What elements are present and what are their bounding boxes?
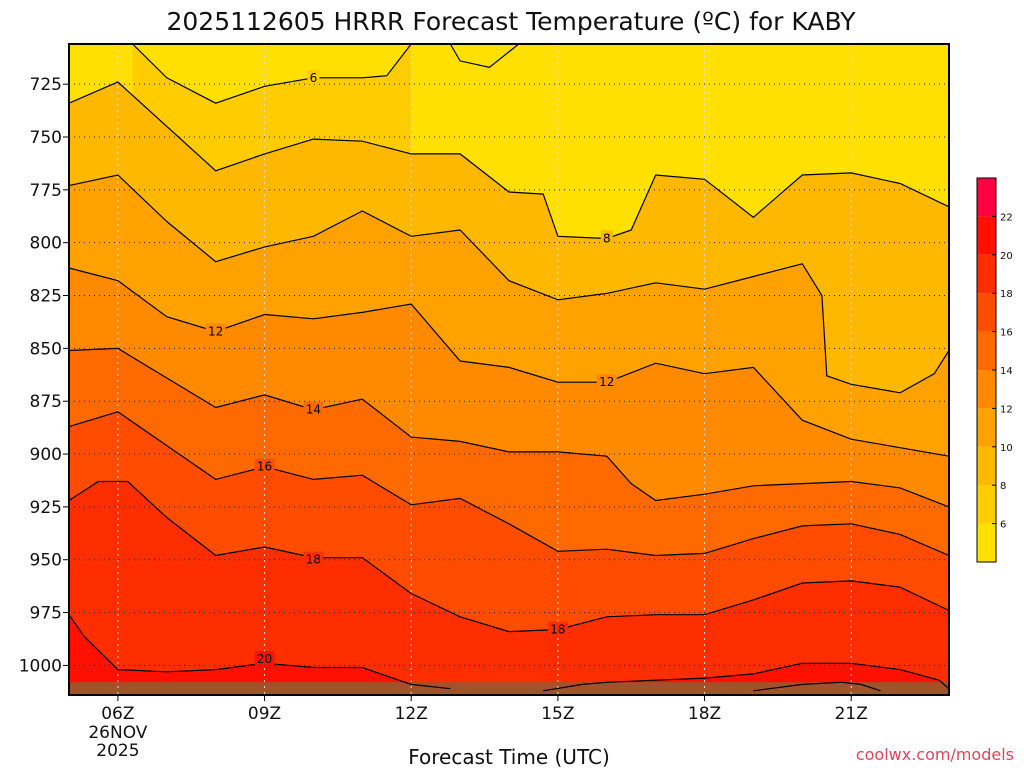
fill-region-20 <box>69 614 451 695</box>
y-tick-label-750: 750 <box>30 128 62 148</box>
colorbar-label-14: 14 <box>1000 366 1013 377</box>
x-tick-label-12: 12Z <box>395 704 428 724</box>
contour-label-12-0: 12 <box>208 324 223 338</box>
fill-cold-pocket-1 <box>450 44 519 68</box>
colorbar-swatch-9 <box>977 178 996 217</box>
colorbar-swatch-4 <box>977 370 996 409</box>
y-tick-label-800: 800 <box>30 234 62 254</box>
y-tick-label-725: 725 <box>30 75 62 95</box>
contour-label-20: 20 <box>257 652 272 666</box>
credit-text: coolwx.com/models <box>856 745 1014 764</box>
x-tick-sublabel-1: 2025 <box>96 741 139 761</box>
colorbar-label-18: 18 <box>1000 289 1013 300</box>
x-tick-label-9: 09Z <box>248 704 281 724</box>
y-tick-label-925: 925 <box>30 498 62 518</box>
y-tick-label-950: 950 <box>30 551 62 571</box>
contour-label-layer: 6 8 12 12 14 16 18 18 20 <box>205 69 617 666</box>
contour-line-layer <box>68 43 950 692</box>
x-tick-label-6: 06Z <box>101 704 134 724</box>
y-tick-label-1000: 1000 <box>19 656 62 676</box>
contour-line-6 <box>132 43 412 104</box>
contour-label-18-bg <box>547 621 568 636</box>
y-tick-label-775: 775 <box>30 181 62 201</box>
fill-region-18 <box>69 481 949 695</box>
y-tick-label-900: 900 <box>30 445 62 465</box>
contour-line-18 <box>68 480 950 633</box>
colorbar-label-6: 6 <box>1000 520 1006 531</box>
plot-frame <box>68 43 950 696</box>
colorbar-swatch-2 <box>977 446 996 486</box>
x-tick-sublabel-0: 26NOV <box>88 723 147 743</box>
contour-label-6: 6 <box>310 71 318 85</box>
contour-label-20-bg <box>254 651 275 666</box>
contour-label-12-bg <box>596 374 617 389</box>
y-axis: 725 750 775 800 825 850 875 900 925 950 975 1000 <box>19 75 69 676</box>
y-tick-label-850: 850 <box>30 339 62 359</box>
contour-line-22-extra <box>753 681 881 692</box>
contour-line-10 <box>68 174 950 394</box>
fill-cold-pocket-0 <box>132 44 412 104</box>
colorbar: 6 8 10 12 14 16 18 20 22 <box>976 177 1013 563</box>
x-axis-label: Forecast Time (UTC) <box>408 745 610 768</box>
contour-line-6-extra <box>449 43 520 68</box>
colorbar-label-12: 12 <box>1000 404 1013 415</box>
contour-line-8 <box>68 81 950 240</box>
colorbar-swatch-3 <box>977 408 996 447</box>
contour-label-18-0-bg <box>303 551 324 566</box>
colorbar-label-20: 20 <box>1000 251 1013 262</box>
contour-line-16 <box>68 411 950 557</box>
y-tick-label-875: 875 <box>30 392 62 412</box>
contour-label-14-bg <box>303 401 324 416</box>
contour-line-14 <box>68 347 950 508</box>
contour-label-16-bg <box>254 458 275 473</box>
y-tick-label-825: 825 <box>30 287 62 307</box>
contour-label-12: 12 <box>599 375 614 389</box>
colorbar-swatch-1 <box>977 485 996 524</box>
contour-label-6-bg <box>307 69 320 84</box>
x-tick-label-21: 21Z <box>835 704 868 724</box>
colorbar-swatch-5 <box>977 331 996 370</box>
contour-label-8: 8 <box>603 231 611 245</box>
contour-line-20-extra <box>543 662 950 692</box>
colorbar-label-16: 16 <box>1000 328 1013 339</box>
contour-label-8-bg <box>600 230 613 245</box>
contour-label-18: 18 <box>550 622 565 636</box>
ground-fill <box>69 682 949 695</box>
grid-layer <box>69 44 949 695</box>
colorbar-label-8: 8 <box>1000 481 1006 492</box>
contour-fill-layer <box>69 44 949 695</box>
colorbar-swatch-6 <box>977 293 996 332</box>
x-tick-label-15: 15Z <box>541 704 574 724</box>
contour-label-12-0-bg <box>205 323 226 338</box>
colorbar-label-10: 10 <box>1000 443 1013 454</box>
contour-label-18-0: 18 <box>306 553 321 567</box>
colorbar-swatch-7 <box>977 254 996 294</box>
contour-label-14: 14 <box>306 403 321 417</box>
x-tick-label-18: 18Z <box>688 704 721 724</box>
colorbar-swatch-8 <box>977 216 996 255</box>
chart-title: 2025112605 HRRR Forecast Temperature (ºC… <box>166 7 856 36</box>
y-tick-label-975: 975 <box>30 604 62 624</box>
contour-label-16: 16 <box>257 460 272 474</box>
colorbar-swatch-0 <box>977 523 996 562</box>
colorbar-label-22: 22 <box>1000 212 1013 223</box>
